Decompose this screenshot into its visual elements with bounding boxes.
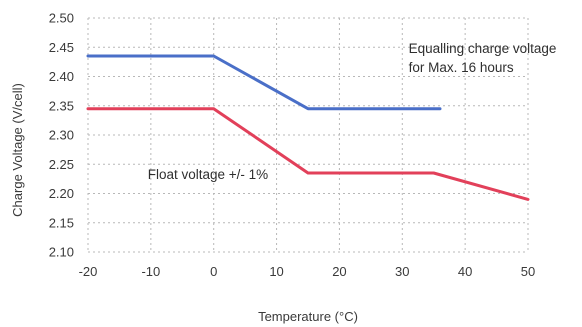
y-tick-label: 2.10	[49, 245, 74, 260]
y-tick-label: 2.40	[49, 69, 74, 84]
grid-lines	[87, 17, 529, 253]
y-tick-label: 2.45	[49, 40, 74, 55]
x-tick-label: 40	[458, 264, 472, 279]
y-tick-label: 2.35	[49, 98, 74, 113]
annotation-line: for Max. 16 hours	[409, 60, 514, 75]
annotation-line: Float voltage +/- 1%	[148, 167, 268, 182]
y-tick-label: 2.25	[49, 157, 74, 172]
x-tick-label: 30	[395, 264, 409, 279]
x-axis-label: Temperature (°C)	[258, 309, 358, 324]
x-tick-label: 20	[332, 264, 346, 279]
annotation-0: Equalling charge voltage for Max. 16 hour…	[409, 41, 557, 75]
series-line-0	[86, 54, 442, 111]
x-tick-label: -10	[141, 264, 160, 279]
annotation-1: Float voltage +/- 1%	[148, 167, 268, 182]
x-tick-label: 10	[269, 264, 283, 279]
x-tick-label: 0	[210, 264, 217, 279]
y-tick-label: 2.50	[49, 11, 74, 26]
x-tick-label: 50	[521, 264, 535, 279]
y-tick-label: 2.30	[49, 128, 74, 143]
x-tick-label: -20	[79, 264, 98, 279]
series-lines	[86, 54, 530, 201]
series-line-1	[86, 107, 530, 201]
y-tick-label: 2.15	[49, 215, 74, 230]
y-axis-label: Charge Voltage (V/cell)	[10, 83, 25, 217]
x-tick-labels: -20 -10 0 10 20 30 40 50	[79, 264, 536, 279]
annotation-line: Equalling charge voltage	[409, 41, 557, 56]
y-tick-label: 2.20	[49, 186, 74, 201]
annotations: Equalling charge voltage for Max. 16 hour…	[148, 41, 557, 182]
y-tick-labels: 2.10 2.15 2.20 2.25 2.30 2.35 2.40 2.45 2.50	[49, 11, 74, 260]
